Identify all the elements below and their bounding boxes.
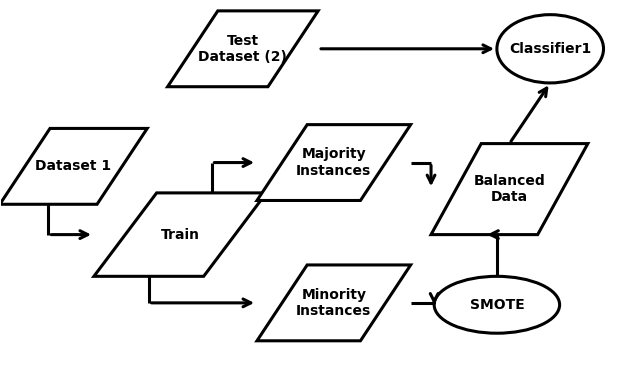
Polygon shape (168, 11, 318, 87)
Text: Classifier1: Classifier1 (509, 42, 592, 56)
Polygon shape (257, 265, 411, 341)
Polygon shape (94, 193, 266, 276)
Text: Test
Dataset (2): Test Dataset (2) (198, 34, 287, 64)
Text: SMOTE: SMOTE (469, 298, 524, 312)
Polygon shape (431, 144, 588, 235)
Polygon shape (0, 128, 147, 204)
Text: Balanced
Data: Balanced Data (474, 174, 546, 204)
Polygon shape (257, 125, 411, 201)
Text: Dataset 1: Dataset 1 (35, 159, 112, 173)
Text: Train: Train (161, 228, 200, 241)
Ellipse shape (497, 15, 604, 83)
Ellipse shape (434, 276, 559, 333)
Text: Minority
Instances: Minority Instances (296, 288, 372, 318)
Text: Majority
Instances: Majority Instances (296, 147, 372, 178)
